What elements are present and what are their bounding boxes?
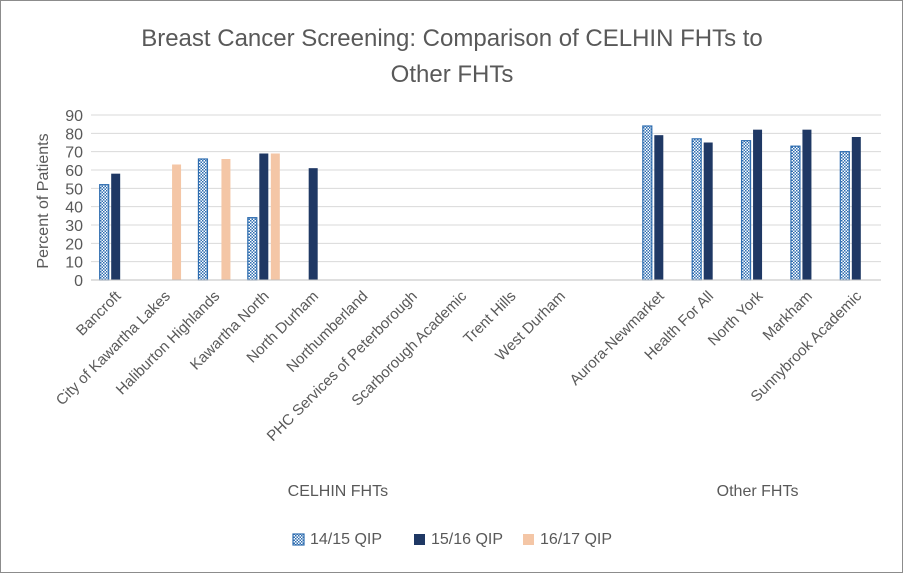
bar <box>740 140 752 281</box>
bar <box>270 153 280 280</box>
bar <box>308 168 318 280</box>
y-tick-label: 70 <box>65 145 83 162</box>
y-tick-label: 50 <box>65 181 83 198</box>
y-tick-label: 10 <box>65 255 83 272</box>
legend-label: 16/17 QIP <box>540 531 612 548</box>
chart-title-line2: Other FHTs <box>391 61 514 88</box>
bar <box>259 153 269 280</box>
bar <box>111 173 121 280</box>
bar <box>753 129 763 280</box>
legend-swatch <box>523 534 534 545</box>
x-tick-label: North York <box>705 287 767 349</box>
legend-swatch <box>292 533 305 546</box>
bar <box>851 137 861 280</box>
bar <box>642 125 653 281</box>
chart-title-line1: Breast Cancer Screening: Comparison of C… <box>141 25 763 52</box>
y-tick-label: 0 <box>74 273 83 290</box>
legend-label: 15/16 QIP <box>431 531 503 548</box>
bar <box>197 158 209 281</box>
bar <box>99 184 110 281</box>
y-tick-label: 30 <box>65 218 83 235</box>
y-tick-label: 40 <box>65 200 83 217</box>
gridlines <box>91 114 881 281</box>
bar <box>172 164 182 280</box>
bar <box>691 138 702 281</box>
y-axis-label: Percent of Patients <box>35 133 52 268</box>
bar <box>247 217 258 281</box>
bar <box>221 159 231 280</box>
y-tick-label: 20 <box>65 236 83 253</box>
y-tick-label: 80 <box>65 126 83 143</box>
legend: 14/15 QIP 15/16 QIP 16/17 QIP <box>292 531 612 548</box>
bar <box>703 142 713 280</box>
bar <box>654 135 664 280</box>
y-tick-label: 90 <box>65 108 83 125</box>
bar <box>839 151 850 281</box>
x-tick-label: Aurora-Newmarket <box>567 287 669 389</box>
bar <box>802 129 812 280</box>
bar <box>790 145 801 281</box>
legend-label: 14/15 QIP <box>310 531 382 548</box>
bars <box>91 125 881 281</box>
group-labels: CELHIN FHTs Other FHTs <box>288 483 799 500</box>
group-label: Other FHTs <box>717 483 799 500</box>
group-label: CELHIN FHTs <box>288 483 388 500</box>
legend-swatch <box>414 534 425 545</box>
y-tick-label: 60 <box>65 163 83 180</box>
